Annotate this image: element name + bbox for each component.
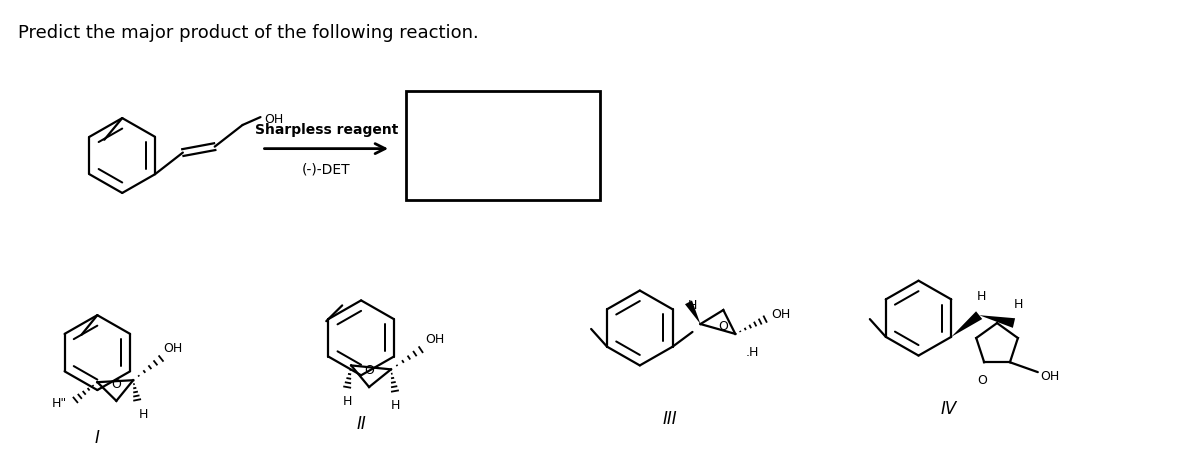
- Text: O: O: [364, 364, 374, 377]
- Text: H: H: [688, 299, 697, 312]
- Polygon shape: [979, 315, 1015, 328]
- Text: H: H: [139, 408, 149, 421]
- Text: III: III: [662, 410, 677, 428]
- Text: OH: OH: [772, 308, 791, 321]
- Text: O: O: [112, 378, 121, 391]
- Text: O: O: [977, 374, 988, 387]
- Text: H": H": [53, 397, 67, 410]
- Text: .H: .H: [745, 346, 758, 359]
- Text: II: II: [356, 415, 366, 433]
- Text: H: H: [1013, 298, 1022, 311]
- Text: Sharpless reagent: Sharpless reagent: [254, 123, 398, 137]
- Bar: [406, 91, 600, 200]
- Text: I: I: [95, 430, 100, 447]
- Text: (-)-DET: (-)-DET: [302, 162, 350, 177]
- Text: O: O: [719, 320, 728, 333]
- Text: H: H: [342, 395, 352, 408]
- Text: OH: OH: [425, 333, 444, 346]
- Text: H: H: [390, 399, 400, 412]
- Text: OH: OH: [1039, 369, 1060, 383]
- Polygon shape: [952, 311, 983, 337]
- Text: OH: OH: [163, 342, 182, 354]
- Text: OH: OH: [264, 112, 283, 126]
- Polygon shape: [685, 300, 701, 324]
- Text: H: H: [977, 290, 986, 303]
- Text: Predict the major product of the following reaction.: Predict the major product of the followi…: [18, 25, 479, 42]
- Text: IV: IV: [941, 400, 956, 418]
